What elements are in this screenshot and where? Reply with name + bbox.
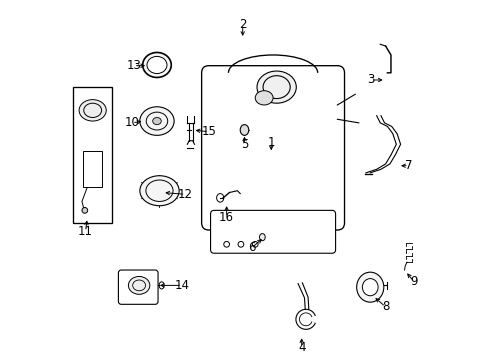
- Text: 11: 11: [78, 225, 93, 238]
- Ellipse shape: [147, 57, 166, 73]
- Text: 1: 1: [267, 136, 274, 149]
- Ellipse shape: [356, 272, 383, 302]
- Ellipse shape: [152, 117, 161, 125]
- Ellipse shape: [255, 91, 272, 105]
- Bar: [83, 152, 102, 187]
- Text: 9: 9: [409, 275, 417, 288]
- Text: 15: 15: [201, 125, 216, 138]
- Text: 2: 2: [239, 18, 246, 31]
- Bar: [73, 87, 112, 223]
- Text: 14: 14: [174, 279, 189, 292]
- Text: 13: 13: [126, 59, 141, 72]
- Ellipse shape: [362, 279, 377, 296]
- Ellipse shape: [82, 207, 87, 213]
- FancyBboxPatch shape: [210, 210, 335, 253]
- Ellipse shape: [142, 53, 171, 77]
- Text: 5: 5: [240, 138, 248, 151]
- Text: 10: 10: [124, 116, 139, 129]
- FancyBboxPatch shape: [201, 66, 344, 230]
- Text: 3: 3: [367, 73, 374, 86]
- Text: 6: 6: [247, 241, 255, 255]
- Ellipse shape: [140, 176, 179, 206]
- Ellipse shape: [257, 71, 296, 103]
- Text: 16: 16: [219, 211, 234, 224]
- Ellipse shape: [79, 100, 106, 121]
- Text: 8: 8: [381, 300, 388, 313]
- Ellipse shape: [128, 276, 149, 294]
- Ellipse shape: [240, 125, 248, 135]
- Ellipse shape: [140, 107, 174, 135]
- Text: 12: 12: [178, 188, 193, 201]
- FancyBboxPatch shape: [118, 270, 158, 304]
- Text: 4: 4: [297, 341, 305, 354]
- Text: 7: 7: [404, 159, 412, 172]
- Ellipse shape: [259, 234, 264, 241]
